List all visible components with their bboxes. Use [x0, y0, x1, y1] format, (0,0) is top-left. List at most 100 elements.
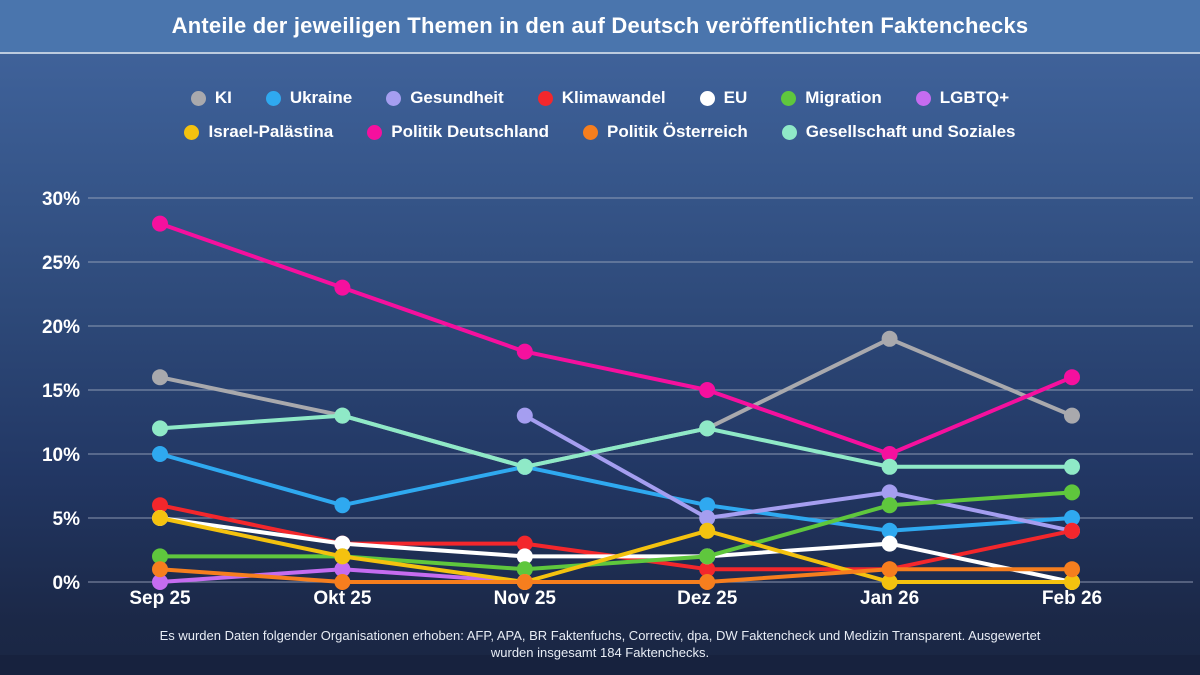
data-point-gesellschaft-und-soziales-dez-25 [699, 420, 716, 437]
legend-item-gesellschaft-und-soziales: Gesellschaft und Soziales [781, 122, 1016, 142]
data-point-eu-jan-26 [881, 535, 898, 552]
data-point-gesellschaft-und-soziales-jan-26 [881, 458, 898, 475]
data-point-ki-jan-26 [881, 330, 898, 347]
data-point-migration-dez-25 [699, 548, 716, 565]
legend-label: Migration [805, 88, 882, 107]
y-tick-label-30pct: 30% [42, 189, 80, 210]
legend-color-dot [184, 124, 200, 140]
legend-color-dot [582, 124, 598, 140]
footer-source-text-2: wurden insgesamt 184 Faktenchecks. [490, 645, 710, 660]
data-point-eu-nov-25 [516, 548, 533, 565]
legend-label: Ukraine [289, 88, 353, 107]
legend-color-dot [699, 90, 715, 106]
legend-item-gesundheit: Gesundheit [386, 88, 504, 108]
line-politik-deutschland [158, 221, 1074, 456]
line-ukraine [158, 452, 1074, 533]
line-israel-palästina [158, 516, 1074, 584]
legend-label: Politik Deutschland [391, 122, 549, 141]
data-point-klimawandel-feb-26 [1064, 522, 1080, 539]
legend-item-israel-palästina: Israel-Palästina [184, 122, 333, 142]
legend-item-ukraine: Ukraine [265, 88, 353, 108]
data-point-politik-deutschland-nov-25 [516, 343, 533, 360]
legend-label: Gesundheit [410, 88, 504, 107]
legend-color-dot [386, 90, 402, 106]
y-tick-label-20pct: 20% [42, 317, 80, 338]
data-point-israel-palästina-sep-25 [152, 510, 168, 526]
data-point-ukraine-sep-25 [152, 446, 168, 462]
line-chart: 0% 5% 10% 15% 20% 25% 30% Sep 25 Okt 25 Nov 25 Dez… [42, 189, 1193, 609]
data-point-gesundheit-nov-25 [516, 407, 533, 424]
x-tick-label-feb-26: Feb 26 [1042, 588, 1102, 609]
legend-item-lgbtq+: LGBTQ+ [915, 88, 1010, 108]
legend-row-2: Israel-Palästina Politik Deutschland Polit… [0, 122, 1200, 142]
legend-item-politik-deutschland: Politik Deutschland [367, 122, 549, 142]
data-point-migration-sep-25 [152, 548, 168, 565]
legend-color-dot [265, 90, 281, 106]
data-point-gesundheit-jan-26 [881, 484, 898, 501]
legend-color-dot [781, 90, 797, 106]
data-point-ukraine-jan-26 [881, 522, 898, 539]
data-point-ukraine-dez-25 [699, 497, 716, 514]
data-point-israel-palästina-dez-25 [699, 522, 716, 539]
data-point-ukraine-okt-25 [334, 497, 351, 514]
data-point-politik-deutschland-sep-25 [152, 215, 168, 232]
legend-label: Gesellschaft und Soziales [805, 122, 1016, 141]
data-point-lgbtq+-okt-25 [334, 561, 351, 578]
legend-item-eu: EU [699, 88, 748, 108]
x-tick-label-dez-25: Dez 25 [677, 588, 738, 609]
x-tick-label-nov-25: Nov 25 [494, 588, 557, 609]
legend-item-ki: KI [190, 88, 232, 108]
legend-item-migration: Migration [781, 88, 882, 108]
legend-item-politik-österreich: Politik Österreich [582, 122, 748, 142]
data-point-politik-österreich-sep-25 [152, 561, 168, 578]
line-gesundheit [522, 413, 1074, 533]
data-point-ukraine-feb-26 [1064, 510, 1080, 526]
data-point-gesellschaft-und-soziales-feb-26 [1064, 458, 1080, 475]
data-point-politik-deutschland-dez-25 [699, 382, 716, 398]
footer-band [0, 655, 1200, 675]
data-point-ki-sep-25 [152, 369, 168, 386]
data-point-klimawandel-nov-25 [516, 535, 533, 552]
y-tick-label-10pct: 10% [42, 445, 80, 466]
page-title: Anteile der jeweiligen Themen in den auf… [171, 13, 1029, 38]
data-point-migration-jan-26 [881, 497, 898, 514]
data-point-migration-nov-25 [516, 561, 533, 578]
y-tick-label-25pct: 25% [42, 253, 80, 274]
x-tick-label-okt-25: Okt 25 [313, 588, 372, 609]
legend-label: Israel-Palästina [208, 122, 334, 141]
header-bar: Anteile der jeweiligen Themen in den auf… [0, 0, 1200, 54]
data-point-politik-österreich-jan-26 [881, 561, 898, 578]
data-point-politik-österreich-feb-26 [1064, 561, 1080, 578]
data-point-eu-okt-25 [334, 535, 351, 552]
data-point-israel-palästina-feb-26 [1064, 574, 1080, 590]
data-point-gesundheit-dez-25 [699, 510, 716, 526]
legend-color-dot [915, 90, 931, 106]
legend-label: Politik Österreich [606, 122, 748, 141]
chart-legend: KI Ukraine Gesundheit Klimawandel EU Migratio… [0, 88, 1200, 142]
data-point-klimawandel-sep-25 [152, 497, 168, 514]
y-tick-label-0pct: 0% [53, 573, 81, 594]
line-migration [158, 490, 1074, 572]
line-gesellschaft-und-soziales [158, 413, 1074, 469]
data-point-israel-palästina-jan-26 [881, 574, 898, 590]
legend-label: EU [723, 88, 748, 107]
x-tick-label-jan-26: Jan 26 [860, 588, 919, 609]
footer: Es wurden Daten folgender Organisationen… [0, 627, 1200, 675]
y-tick-label-5pct: 5% [53, 509, 81, 530]
legend-item-klimawandel: Klimawandel [537, 88, 666, 108]
legend-color-dot [781, 124, 797, 140]
footer-source-text: Es wurden Daten folgender Organisationen… [159, 628, 1041, 643]
legend-color-dot [190, 90, 206, 106]
data-point-politik-deutschland-feb-26 [1064, 369, 1080, 386]
x-tick-label-sep-25: Sep 25 [129, 588, 191, 609]
data-point-klimawandel-dez-25 [699, 561, 716, 578]
legend-color-dot [537, 90, 553, 106]
data-point-gesellschaft-und-soziales-nov-25 [516, 458, 533, 475]
data-point-ki-feb-26 [1064, 407, 1080, 424]
data-point-politik-österreich-dez-25 [699, 574, 716, 590]
data-point-israel-palästina-okt-25 [334, 548, 351, 565]
legend-row-1: KI Ukraine Gesundheit Klimawandel EU Migratio… [0, 88, 1200, 108]
line-politik-österreich [158, 567, 1074, 584]
legend-color-dot [367, 124, 383, 140]
legend-label: LGBTQ+ [939, 88, 1010, 107]
